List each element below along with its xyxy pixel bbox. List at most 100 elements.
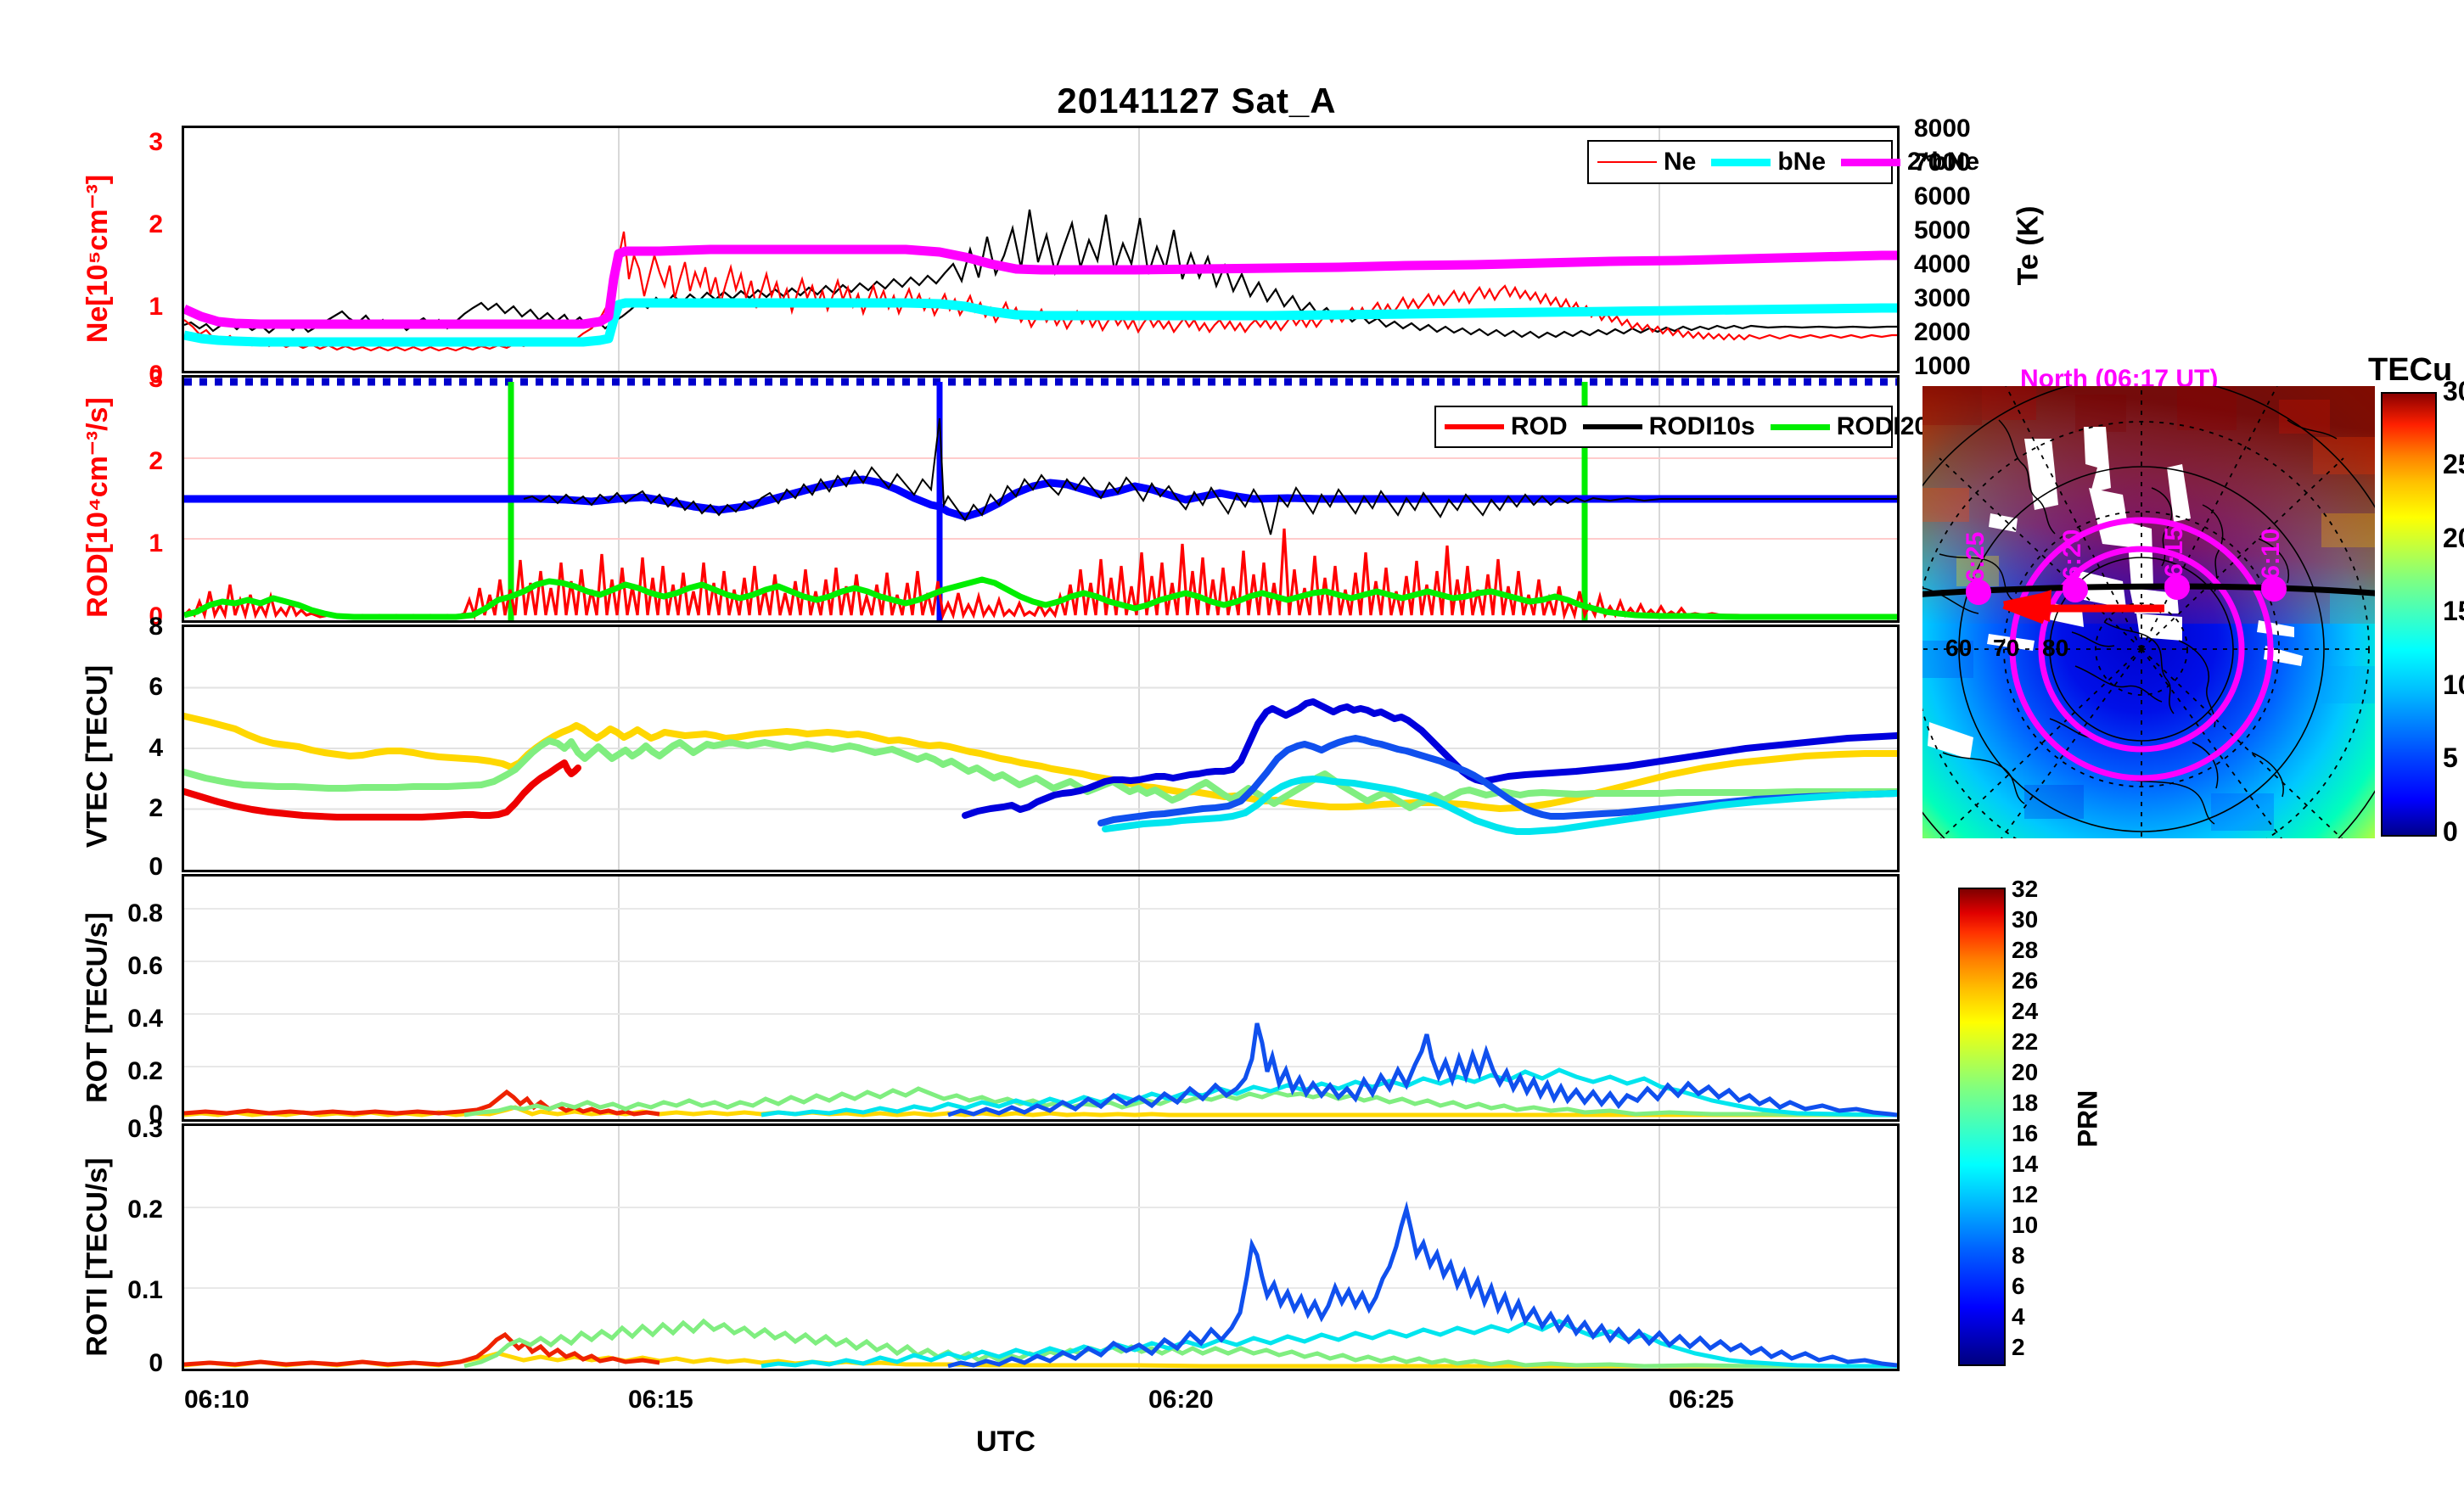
prn-tick-30: 30: [2012, 906, 2039, 933]
prn-tick-6: 6: [2012, 1273, 2025, 1299]
roti-ytick-02: 0.2: [127, 1196, 163, 1224]
rot-ylabel: ROT [TECU/s]: [81, 912, 114, 1103]
rot-ytick-06: 0.6: [127, 952, 163, 980]
rod-ytick-0: 0: [149, 602, 163, 630]
ne-ytick-3: 3: [149, 128, 163, 156]
map-label-0610: 06:10: [2257, 528, 2285, 594]
legend-label-2bne: 2*bNe: [1907, 148, 1980, 176]
prn-tick-2: 2: [2012, 1334, 2025, 1360]
ne-ylabel: Ne[10⁵cm⁻³]: [81, 174, 114, 344]
tecu-tick-10: 10: [2443, 669, 2464, 700]
twobne-legend-swatch: [1841, 158, 1901, 166]
vtec-ytick-4: 4: [149, 734, 163, 762]
ne-ytick-0: 0: [149, 361, 163, 389]
prn-colorbar: [1958, 888, 2006, 1366]
x-axis-label: UTC: [976, 1426, 1036, 1458]
roti-ytick-0: 0: [149, 1349, 163, 1377]
legend-label-bne: bNe: [1777, 148, 1827, 176]
rot-ytick-08: 0.8: [127, 899, 163, 927]
prn-tick-28: 28: [2012, 937, 2039, 963]
track-marker-0610: [2261, 576, 2287, 602]
xtick-0615: 06:15: [628, 1386, 693, 1414]
prn-tick-22: 22: [2012, 1028, 2039, 1055]
rod-legend: ROD RODI10s RODI20s: [1434, 406, 1943, 448]
tecu-tick-15: 15: [2443, 596, 2464, 626]
map-lat-80: 80: [2042, 635, 2069, 661]
track-marker-0615: [2164, 574, 2190, 600]
vtec-ylabel: VTEC [TECU]: [81, 664, 114, 849]
te-ytick-8000: 8000: [1914, 115, 1971, 143]
vtec-ytick-2: 2: [149, 794, 163, 822]
prn-tick-20: 20: [2012, 1059, 2039, 1085]
tecu-tick-0: 0: [2443, 816, 2458, 847]
prn-tick-32: 32: [2012, 876, 2039, 902]
roti-panel: [182, 1123, 1900, 1371]
legend-item-2bne: 2*bNe: [1841, 148, 1979, 176]
tecu-tick-20: 20: [2443, 523, 2464, 553]
prn-tick-10: 10: [2012, 1212, 2039, 1238]
rot-plot-area: [184, 877, 1897, 1119]
ne-ytick-1: 1: [149, 293, 163, 321]
ne-legend: Ne bNe 2*bNe: [1587, 140, 1979, 184]
tecu-tick-25: 25: [2443, 449, 2464, 479]
ne-legend-swatch: [1597, 161, 1657, 163]
prn-tick-16: 16: [2012, 1120, 2039, 1146]
legend-label-rodi10s: RODI10s: [1648, 412, 1755, 440]
roti-ytick-03: 0.3: [127, 1115, 163, 1143]
prn-tick-12: 12: [2012, 1181, 2039, 1207]
prn-tick-14: 14: [2012, 1151, 2039, 1177]
rot-panel: [182, 874, 1900, 1122]
vtec-ytick-8: 8: [149, 613, 163, 641]
rod-plot-area: [184, 378, 1897, 620]
vtec-plot-area: [184, 627, 1897, 870]
polar-tec-map: [1922, 386, 2375, 838]
te-ytick-6000: 6000: [1914, 182, 1971, 210]
ne-plot-area: [184, 128, 1897, 371]
rot-ytick-04: 0.4: [127, 1005, 163, 1033]
xtick-0610: 06:10: [184, 1386, 250, 1414]
legend-item-rodi20s: RODI20s: [1770, 412, 1943, 441]
te-ytick-7000: 7000: [1914, 148, 1971, 176]
te-ytick-2000: 2000: [1914, 318, 1971, 346]
rod-ytick-1: 1: [149, 529, 163, 557]
vtec-panel: [182, 625, 1900, 872]
te-ytick-4000: 4000: [1914, 250, 1971, 278]
prn-tick-24: 24: [2012, 998, 2039, 1024]
te-ytick-3000: 3000: [1914, 284, 1971, 312]
xtick-0625: 06:25: [1669, 1386, 1734, 1414]
map-label-0625: 06:25: [1962, 531, 1990, 597]
rod-ylabel: ROD[10⁴cm⁻³/s]: [81, 397, 114, 618]
prn-tick-18: 18: [2012, 1089, 2039, 1116]
map-lat-60: 60: [1945, 635, 1973, 661]
map-lat-70: 70: [1993, 635, 2020, 661]
ne-ytick-2: 2: [149, 210, 163, 238]
legend-item-bne: bNe: [1711, 148, 1841, 176]
vtec-ytick-6: 6: [149, 673, 163, 701]
te-ytick-1000: 1000: [1914, 352, 1971, 380]
prn-tick-26: 26: [2012, 967, 2039, 994]
rod-ytick-3: 3: [149, 365, 163, 393]
xtick-0620: 06:20: [1148, 1386, 1214, 1414]
tecu-colorbar: [2381, 392, 2437, 837]
roti-plot-area: [184, 1126, 1897, 1369]
figure-title: 20141127 Sat_A: [1057, 81, 1337, 120]
rod-ytick-2: 2: [149, 447, 163, 475]
map-label-0620: 06:20: [2058, 529, 2086, 595]
prn-tick-8: 8: [2012, 1242, 2025, 1269]
te-ylabel: Te (K): [2012, 205, 2045, 286]
roti-ytick-01: 0.1: [127, 1276, 163, 1304]
prn-tick-4: 4: [2012, 1303, 2025, 1330]
vtec-ytick-0: 0: [149, 853, 163, 881]
roti-ylabel: ROTI [TECU/s]: [81, 1157, 114, 1357]
track-marker-0620: [2063, 577, 2088, 602]
map-label-0615: 06:15: [2160, 526, 2188, 592]
prn-colorbar-title: PRN: [2072, 1089, 2103, 1148]
rod-legend-swatch: [1445, 424, 1504, 429]
bne-legend-swatch: [1711, 158, 1771, 166]
legend-label-ne: Ne: [1664, 148, 1697, 176]
te-ytick-5000: 5000: [1914, 216, 1971, 244]
tecu-tick-30: 30: [2443, 376, 2464, 406]
rot-ytick-02: 0.2: [127, 1057, 163, 1085]
legend-item-rodi10s: RODI10s: [1582, 412, 1771, 441]
rot-ytick-0: 0: [149, 1101, 163, 1129]
